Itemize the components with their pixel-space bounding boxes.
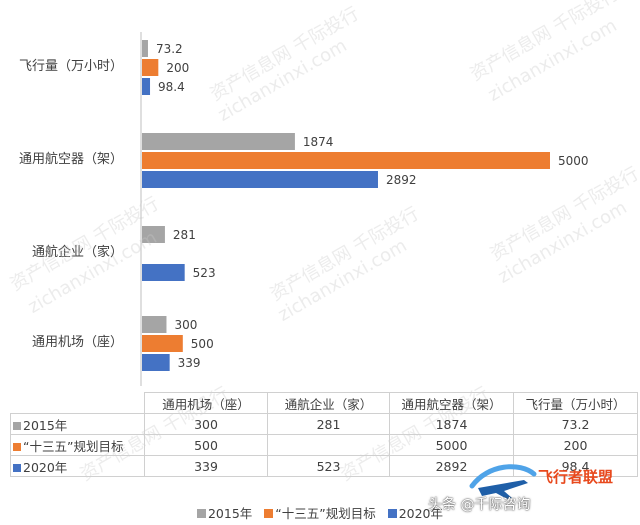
legend-item: “十三五”规划目标	[264, 503, 376, 522]
bar	[142, 78, 151, 95]
table-cell	[267, 434, 390, 456]
legend-swatch	[387, 509, 397, 518]
legend-item: 2020年	[387, 503, 444, 522]
table-row: “十三五”规划目标 500 5000 200	[10, 434, 638, 456]
data-label: 1874	[303, 135, 334, 149]
data-label: 281	[173, 228, 196, 242]
data-label: 2892	[386, 173, 417, 187]
category-label: 通航企业（家）	[32, 244, 123, 260]
bar	[142, 354, 170, 371]
table-row: 2015年 300 281 1874 73.2	[10, 413, 638, 435]
legend-swatch	[264, 509, 274, 518]
table-row-header: 2015年	[10, 413, 145, 435]
bar	[142, 40, 148, 57]
table-row-header: “十三五”规划目标	[10, 434, 145, 456]
data-label: 5000	[558, 154, 589, 168]
data-label: 500	[191, 337, 214, 351]
table-cell: 339	[144, 455, 268, 477]
table-header-row: 通用机场（座） 通航企业（家） 通用航空器（架） 飞行量（万小时）	[10, 392, 638, 414]
bar	[142, 335, 183, 352]
data-label: 98.4	[158, 80, 185, 94]
data-label: 73.2	[156, 42, 183, 56]
table-cell: 523	[267, 455, 390, 477]
table-row-header: 2020年	[10, 455, 145, 477]
swatch-gray	[13, 421, 21, 430]
table-cell: 500	[144, 434, 268, 456]
table-cell: 281	[267, 413, 390, 435]
data-table: 通用机场（座） 通航企业（家） 通用航空器（架） 飞行量（万小时） 2015年 …	[10, 392, 638, 477]
table-corner	[10, 392, 145, 414]
bar	[142, 226, 165, 243]
table-cell: 200	[513, 434, 638, 456]
airplane-icon	[469, 464, 537, 499]
chart-legend: 2015年 “十三五”规划目标 2020年	[0, 503, 640, 522]
logo-credit: 头条 @千际咨询	[428, 497, 531, 513]
table-cell: 5000	[389, 434, 514, 456]
bar-chart: 飞行量（万小时） 73.2 200 98.4 通用航空器（架） 1874 5000 2892 通…	[19, 32, 589, 386]
bar	[142, 59, 159, 76]
bar	[142, 152, 550, 169]
data-label: 523	[193, 266, 216, 280]
legend-label: “十三五”规划目标	[275, 506, 376, 521]
table-cell: 300	[144, 413, 268, 435]
table-cell: 98.4	[513, 455, 638, 477]
table-row-label: 2020年	[23, 459, 68, 475]
data-label: 200	[166, 61, 189, 75]
table-row-label: 2015年	[23, 417, 68, 433]
category-label: 飞行量（万小时）	[19, 59, 123, 74]
logo: 飞行者联盟 头条 @千际咨询	[428, 458, 636, 520]
table-cell: 2892	[389, 455, 514, 477]
legend-label: 2015年	[207, 506, 253, 521]
table-column-header: 通航企业（家）	[267, 392, 390, 414]
bar	[142, 171, 378, 188]
swatch-blue	[13, 463, 21, 472]
table-row-label: “十三五”规划目标	[23, 438, 124, 454]
table-cell: 73.2	[513, 413, 638, 435]
table-column-header: 通用航空器（架）	[389, 392, 514, 414]
category-label: 通用航空器（架）	[19, 151, 123, 167]
legend-swatch	[196, 509, 206, 518]
table-column-header: 飞行量（万小时）	[513, 392, 638, 414]
logo-title: 飞行者联盟	[538, 468, 614, 486]
legend-label: 2020年	[398, 506, 444, 521]
data-label: 300	[174, 318, 197, 332]
table-cell: 1874	[389, 413, 514, 435]
swatch-orange	[13, 442, 21, 451]
legend-item: 2015年	[196, 503, 253, 522]
bar	[142, 133, 295, 150]
data-label: 339	[178, 356, 201, 370]
table-row: 2020年 339 523 2892 98.4	[10, 455, 638, 477]
bar	[142, 264, 185, 281]
category-label: 通用机场（座）	[32, 335, 123, 350]
table-column-header: 通用机场（座）	[144, 392, 268, 414]
bar	[142, 316, 167, 333]
